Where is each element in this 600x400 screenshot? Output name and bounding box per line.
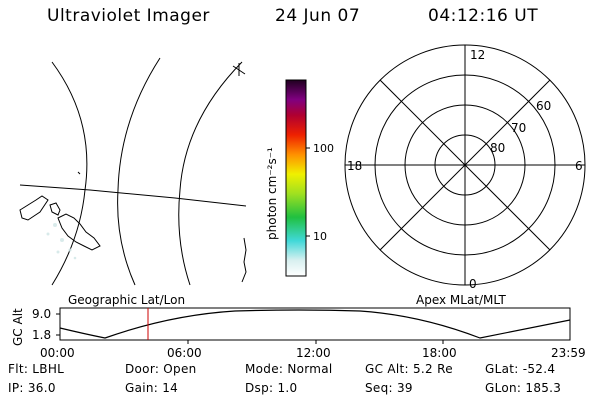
xtick-0600: 06:00: [167, 346, 202, 360]
xtick-0000: 00:00: [40, 346, 75, 360]
coastline: [241, 237, 247, 283]
coastline: [19, 195, 49, 221]
instrument-title: Ultraviolet Imager: [47, 6, 210, 26]
date-label: 24 Jun 07: [275, 6, 361, 26]
apex-label: Apex MLat/MLT: [416, 293, 506, 307]
info-seq: Seq: 39: [365, 381, 413, 395]
map-grid-line: [232, 63, 246, 76]
info-dsp: Dsp: 1.0: [245, 381, 298, 395]
mlt-label-0: 0: [469, 277, 477, 291]
polar-axis: [379, 79, 551, 251]
info-glat: GLat: -52.4: [485, 362, 556, 376]
geographic-label: Geographic Lat/Lon: [68, 293, 185, 307]
mlt-label-18: 18: [347, 159, 362, 173]
info-mode: Mode: Normal: [245, 362, 333, 376]
colorbar-tick-100: 100: [313, 142, 334, 155]
mlt-label-12: 12: [470, 48, 485, 62]
map-grid-line: [178, 61, 243, 286]
mlt-label-6: 6: [575, 159, 583, 173]
info-door: Door: Open: [125, 362, 197, 376]
map-grid-line: [117, 57, 161, 286]
info-gain: Gain: 14: [125, 381, 179, 395]
ytick-9: 9.0: [32, 307, 51, 321]
time-label: 04:12:16 UT: [428, 6, 539, 26]
info-ip: IP: 36.0: [8, 381, 56, 395]
map-grid-line: [19, 184, 247, 207]
altitude-curve: [59, 309, 571, 339]
coastline: [77, 171, 81, 175]
xtick-2359: 23:59: [551, 346, 586, 360]
mlat-label-70: 70: [511, 121, 526, 135]
info-gcalt: GC Alt: 5.2 Re: [365, 362, 453, 376]
colorbar-tick-10: 10: [313, 230, 327, 243]
colorbar-label: photon cm⁻²s⁻¹: [265, 147, 279, 240]
info-glon: GLon: 185.3: [485, 381, 562, 395]
coastline: [57, 213, 101, 251]
ytick-1.8: 1.8: [32, 328, 51, 342]
mlat-label-80: 80: [490, 141, 505, 155]
coastline: [49, 202, 61, 216]
altitude-ylabel: GC Alt: [11, 308, 25, 346]
xtick-1800: 18:00: [422, 346, 457, 360]
mlat-label-60: 60: [536, 99, 551, 113]
info-flt: Flt: LBHL: [8, 362, 65, 376]
xtick-1200: 12:00: [296, 346, 331, 360]
